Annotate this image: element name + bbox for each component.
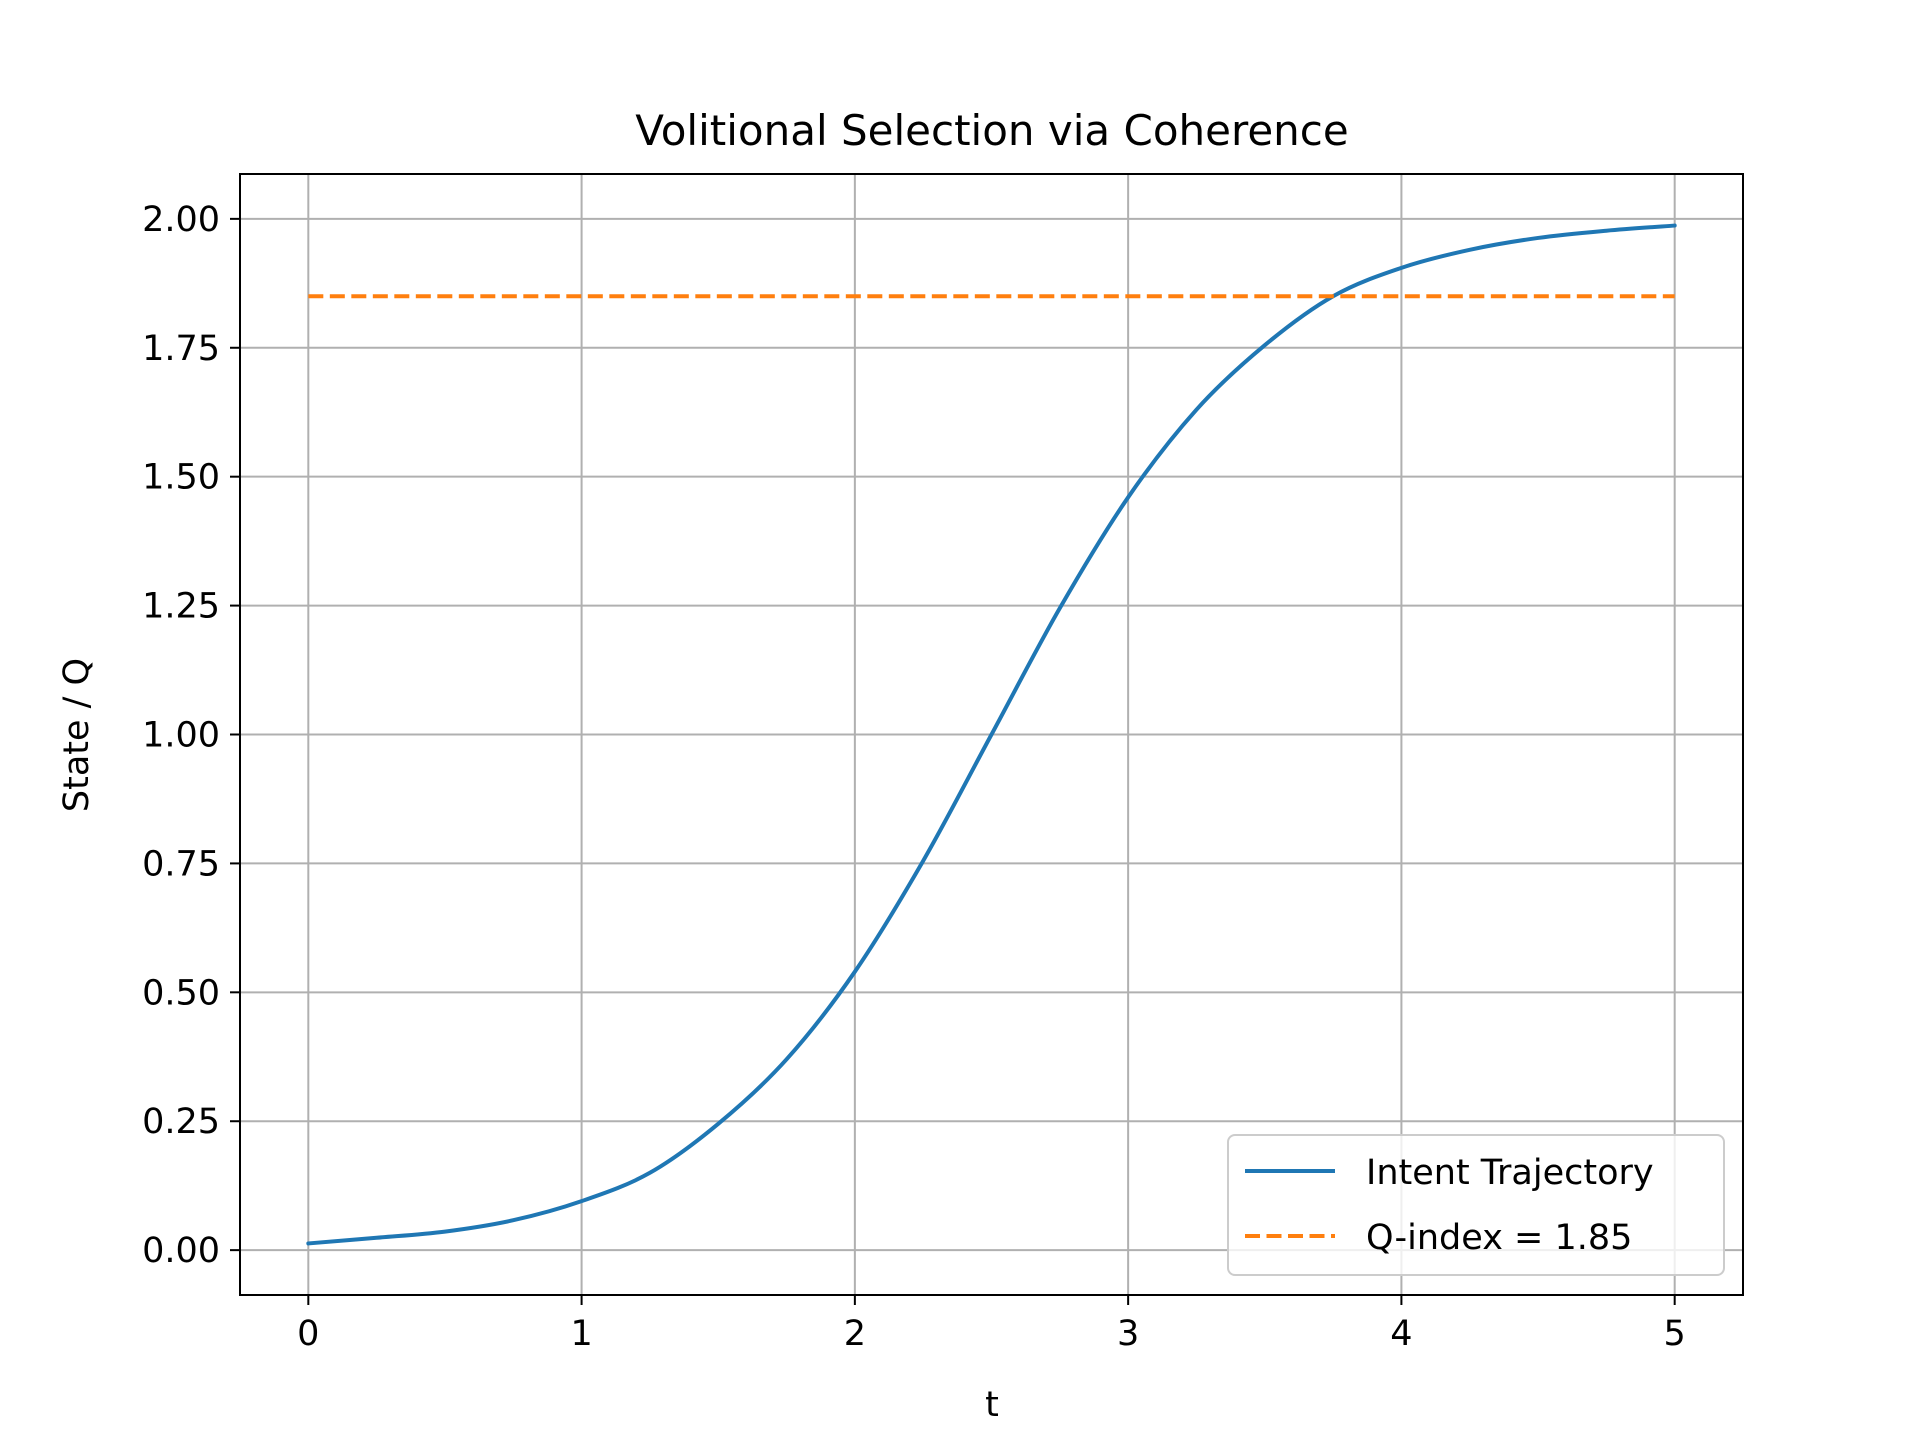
x-tick-label: 2 bbox=[844, 1314, 866, 1354]
x-axis-label: t bbox=[985, 1385, 999, 1425]
y-axis: 0.00 0.25 0.50 0.75 1.00 1.25 1.50 1.75 2.00 bbox=[142, 200, 240, 1271]
legend-box bbox=[1227, 1134, 1725, 1276]
x-tick-label: 3 bbox=[1117, 1314, 1139, 1354]
y-tick-label: 1.75 bbox=[142, 329, 220, 369]
y-axis-label: State / Q bbox=[57, 658, 97, 812]
y-tick-label: 1.50 bbox=[142, 458, 220, 498]
series-intent-trajectory bbox=[306, 223, 1677, 1246]
y-tick-label: 0.50 bbox=[142, 973, 220, 1013]
legend-label-q-index: Q-index = 1.85 bbox=[1366, 1218, 1632, 1258]
y-tick-label: 0.75 bbox=[142, 844, 220, 884]
y-tick-label: 2.00 bbox=[142, 200, 220, 240]
x-tick-label: 1 bbox=[570, 1314, 592, 1354]
y-tick-label: 1.00 bbox=[142, 716, 220, 756]
x-axis: 0 1 2 3 4 5 bbox=[297, 1295, 1686, 1354]
y-tick-label: 0.00 bbox=[142, 1231, 220, 1271]
legend-label-intent-trajectory: Intent Trajectory bbox=[1366, 1153, 1654, 1193]
legend: Intent Trajectory Q-index = 1.85 bbox=[1227, 1134, 1725, 1276]
y-tick-label: 0.25 bbox=[142, 1102, 220, 1142]
y-tick-label: 1.25 bbox=[142, 587, 220, 627]
x-tick-label: 4 bbox=[1390, 1314, 1412, 1354]
x-tick-label: 0 bbox=[297, 1314, 319, 1354]
chart-title: Volitional Selection via Coherence bbox=[635, 106, 1348, 155]
series-layer bbox=[306, 223, 1677, 1246]
x-tick-label: 5 bbox=[1664, 1314, 1686, 1354]
